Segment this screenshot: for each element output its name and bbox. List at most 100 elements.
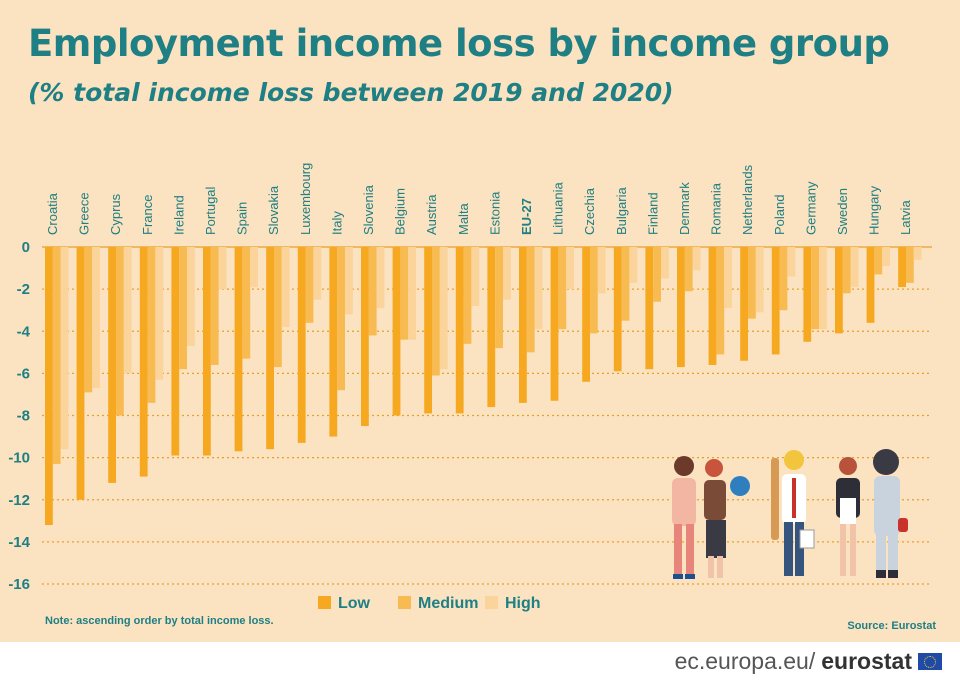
bar-low-portugal — [203, 247, 211, 456]
x-tick-label: Malta — [456, 202, 471, 235]
bar-low-poland — [771, 247, 780, 355]
x-tick-label: Cyprus — [108, 193, 123, 235]
x-tick-label: Belgium — [393, 188, 408, 235]
bar-medium-sweden — [842, 247, 851, 294]
y-tick-label: -10 — [8, 450, 30, 467]
x-tick-label: EU-27 — [519, 198, 534, 235]
x-tick-label: Finland — [645, 192, 660, 235]
bar-medium-estonia — [495, 247, 503, 349]
x-tick-label: Netherlands — [740, 164, 755, 235]
x-tick-label: Czechia — [582, 187, 597, 235]
bar-high-poland — [787, 247, 796, 277]
bar-low-germany — [803, 247, 812, 342]
bar-medium-cyprus — [116, 247, 124, 416]
bar-high-slovakia — [281, 247, 290, 328]
bar-low-luxembourg — [297, 247, 306, 443]
bar-low-finland — [645, 247, 654, 370]
y-tick-label: -14 — [8, 534, 30, 551]
bar-high-lithuania — [566, 247, 574, 290]
bar-high-austria — [439, 247, 448, 370]
y-tick-label: 0 — [22, 239, 30, 256]
bar-medium-lithuania — [558, 247, 567, 330]
bar-high-slovenia — [376, 247, 385, 309]
bar-medium-spain — [242, 247, 251, 359]
bar-high-latvia — [913, 247, 922, 260]
bar-high-sweden — [850, 247, 859, 288]
bar-low-spain — [234, 247, 243, 452]
chart-note: Note: ascending order by total income lo… — [45, 615, 274, 627]
bar-low-sweden — [835, 247, 843, 334]
eu-flag-icon — [918, 653, 942, 670]
legend-swatch-low — [318, 596, 331, 609]
bar-high-finland — [661, 247, 669, 279]
bar-medium-austria — [432, 247, 440, 376]
x-tick-label: Lithuania — [551, 181, 566, 235]
bar-medium-portugal — [210, 247, 219, 365]
bar-medium-latvia — [906, 247, 914, 283]
bar-low-malta — [455, 247, 464, 414]
bar-high-germany — [819, 247, 827, 330]
bar-high-spain — [250, 247, 258, 288]
bar-high-ireland — [187, 247, 195, 346]
bar-low-netherlands — [740, 247, 748, 361]
bar-low-lithuania — [550, 247, 559, 401]
bar-low-france — [139, 247, 148, 477]
legend-label-medium: Medium — [418, 595, 478, 612]
x-tick-label: Croatia — [45, 192, 60, 235]
x-tick-label: Poland — [772, 195, 787, 235]
x-tick-label: Italy — [329, 211, 344, 235]
bar-high-netherlands — [755, 247, 764, 313]
footer-url: ec.europa.eu/ — [674, 648, 816, 674]
x-tick-label: Germany — [803, 181, 818, 235]
bar-low-ireland — [171, 247, 180, 456]
bar-high-bulgaria — [629, 247, 638, 283]
bar-low-bulgaria — [613, 247, 622, 372]
x-tick-label: Spain — [235, 202, 250, 235]
bar-medium-eu-27 — [526, 247, 535, 353]
x-tick-label: Luxembourg — [298, 163, 313, 235]
bar-high-czechia — [597, 247, 606, 294]
y-tick-label: -8 — [17, 408, 30, 425]
bar-high-portugal — [218, 247, 227, 290]
x-tick-label: Ireland — [171, 195, 186, 235]
worker-figure-1 — [672, 456, 696, 579]
bar-high-cyprus — [123, 247, 132, 374]
bar-medium-slovakia — [274, 247, 282, 368]
bar-high-eu-27 — [534, 247, 543, 330]
footer-branding[interactable]: ec.europa.eu/eurostat — [675, 648, 942, 675]
bar-low-slovenia — [361, 247, 369, 427]
x-tick-label: Latvia — [898, 200, 913, 235]
bar-high-italy — [345, 247, 353, 315]
bar-low-italy — [329, 247, 338, 437]
worker-figure-2 — [704, 459, 750, 578]
bar-medium-luxembourg — [305, 247, 314, 323]
bar-medium-italy — [337, 247, 345, 391]
bar-high-romania — [724, 247, 732, 309]
x-tick-label: Bulgaria — [614, 187, 629, 235]
x-tick-label: Greece — [77, 192, 92, 235]
worker-figure-5 — [873, 449, 908, 578]
bar-low-latvia — [898, 247, 906, 288]
bar-medium-romania — [716, 247, 725, 355]
bar-medium-france — [147, 247, 156, 403]
bar-medium-slovenia — [368, 247, 377, 336]
bar-medium-croatia — [52, 247, 61, 464]
x-tick-label: Denmark — [677, 182, 692, 235]
bar-medium-denmark — [684, 247, 693, 292]
bar-high-estonia — [503, 247, 511, 300]
bar-low-czechia — [582, 247, 590, 382]
bar-chart: Croatia Greece Cyprus France Ireland Portugal… — [8, 163, 932, 612]
y-tick-label: -12 — [8, 492, 30, 509]
bar-low-hungary — [866, 247, 875, 323]
bar-low-austria — [424, 247, 432, 414]
x-tick-label: France — [140, 195, 155, 235]
worker-figure-3 — [771, 450, 815, 576]
x-tick-label: Slovakia — [266, 185, 281, 235]
bar-low-croatia — [45, 247, 53, 526]
bar-medium-finland — [653, 247, 661, 302]
legend-label-high: High — [505, 595, 541, 612]
bar-high-luxembourg — [313, 247, 322, 300]
bar-high-greece — [92, 247, 100, 389]
chart-subtitle: (% total income loss between 2019 and 20… — [28, 78, 674, 107]
bar-high-hungary — [882, 247, 890, 266]
